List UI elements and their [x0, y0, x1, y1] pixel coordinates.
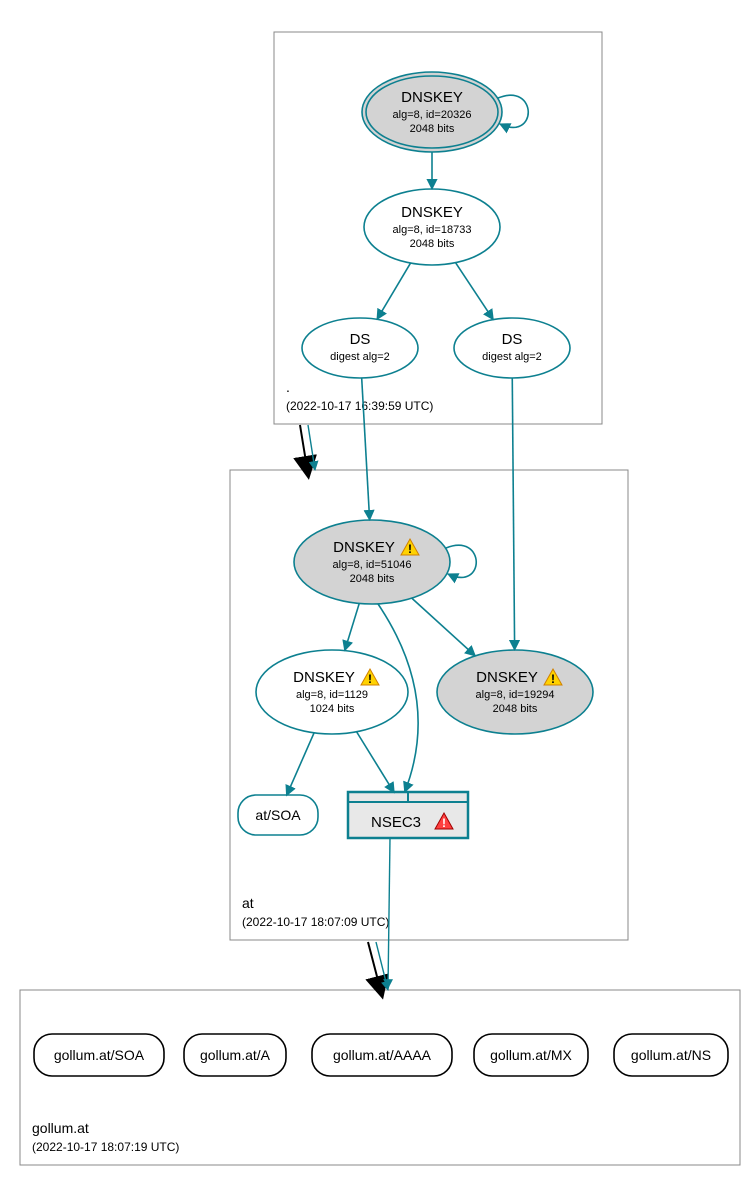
node-root_ksk: DNSKEY alg=8, id=20326 2048 bits — [362, 72, 502, 152]
svg-text:DNSKEY: DNSKEY — [333, 539, 395, 556]
svg-text:DS: DS — [350, 331, 371, 348]
svg-text:2048 bits: 2048 bits — [493, 703, 538, 715]
svg-text:2048 bits: 2048 bits — [410, 123, 455, 135]
svg-text:alg=8, id=18733: alg=8, id=18733 — [393, 224, 472, 236]
edge — [345, 603, 360, 650]
svg-text:DNSKEY: DNSKEY — [401, 204, 463, 221]
svg-text:gollum.at/AAAA: gollum.at/AAAA — [333, 1047, 432, 1063]
svg-text:alg=8, id=20326: alg=8, id=20326 — [393, 109, 472, 121]
svg-text:gollum.at/SOA: gollum.at/SOA — [54, 1047, 145, 1063]
svg-text:digest alg=2: digest alg=2 — [482, 351, 542, 363]
svg-text:!: ! — [551, 672, 555, 686]
svg-text:DNSKEY: DNSKEY — [476, 669, 538, 686]
node-at-soa: at/SOA — [238, 795, 318, 835]
svg-text:.: . — [286, 379, 290, 395]
svg-text:alg=8, id=51046: alg=8, id=51046 — [333, 559, 412, 571]
leaf-node: gollum.at/MX — [474, 1034, 588, 1076]
svg-text:2048 bits: 2048 bits — [410, 238, 455, 250]
svg-text:gollum.at/NS: gollum.at/NS — [631, 1047, 711, 1063]
svg-text:(2022-10-17 16:39:59 UTC): (2022-10-17 16:39:59 UTC) — [286, 399, 433, 413]
svg-text:at/SOA: at/SOA — [255, 807, 301, 823]
svg-text:gollum.at/MX: gollum.at/MX — [490, 1047, 572, 1063]
svg-text:gollum.at: gollum.at — [32, 1120, 89, 1136]
svg-text:DNSKEY: DNSKEY — [401, 89, 463, 106]
svg-text:alg=8, id=19294: alg=8, id=19294 — [476, 689, 555, 701]
node-root_zsk: DNSKEY alg=8, id=18733 2048 bits — [364, 189, 500, 265]
edge — [412, 598, 475, 656]
leaf-node: gollum.at/SOA — [34, 1034, 164, 1076]
svg-text:1024 bits: 1024 bits — [310, 703, 355, 715]
svg-text:NSEC3: NSEC3 — [371, 814, 421, 831]
node-at_ksk2: DNSKEY! alg=8, id=19294 2048 bits — [437, 650, 593, 734]
zone-arrow-teal — [308, 425, 315, 470]
node-at_zsk: DNSKEY!alg=8, id=1129 1024 bits — [256, 650, 408, 734]
svg-text:!: ! — [442, 816, 446, 830]
edge-nsec3-down — [388, 838, 390, 988]
svg-text:DS: DS — [502, 331, 523, 348]
svg-text:DNSKEY: DNSKEY — [293, 669, 355, 686]
svg-text:digest alg=2: digest alg=2 — [330, 351, 390, 363]
leaf-node: gollum.at/A — [184, 1034, 286, 1076]
node-nsec3: NSEC3! — [348, 792, 468, 838]
svg-text:alg=8, id=1129: alg=8, id=1129 — [296, 689, 368, 701]
zone-box-gollum — [20, 990, 740, 1165]
dnssec-diagram: . (2022-10-17 16:39:59 UTC) at (2022-10-17 … — [10, 10, 743, 1172]
leaf-node: gollum.at/AAAA — [312, 1034, 452, 1076]
svg-text:(2022-10-17 18:07:09 UTC): (2022-10-17 18:07:09 UTC) — [242, 915, 389, 929]
svg-text:at: at — [242, 895, 254, 911]
edge — [456, 263, 494, 320]
svg-text:!: ! — [368, 672, 372, 686]
svg-text:gollum.at/A: gollum.at/A — [200, 1047, 271, 1063]
edge — [287, 733, 315, 796]
svg-text:!: ! — [408, 542, 412, 556]
svg-text:2048 bits: 2048 bits — [350, 573, 395, 585]
edge — [377, 263, 410, 319]
leaf-node: gollum.at/NS — [614, 1034, 728, 1076]
node-root_ds1: DS digest alg=2 — [302, 318, 418, 378]
zone-arrow — [300, 425, 307, 468]
node-at_ksk: DNSKEY! alg=8, id=51046 2048 bits — [294, 520, 450, 604]
edge — [512, 378, 514, 650]
svg-text:(2022-10-17 18:07:19 UTC): (2022-10-17 18:07:19 UTC) — [32, 1140, 179, 1154]
node-root_ds2: DS digest alg=2 — [454, 318, 570, 378]
edge — [357, 732, 395, 793]
